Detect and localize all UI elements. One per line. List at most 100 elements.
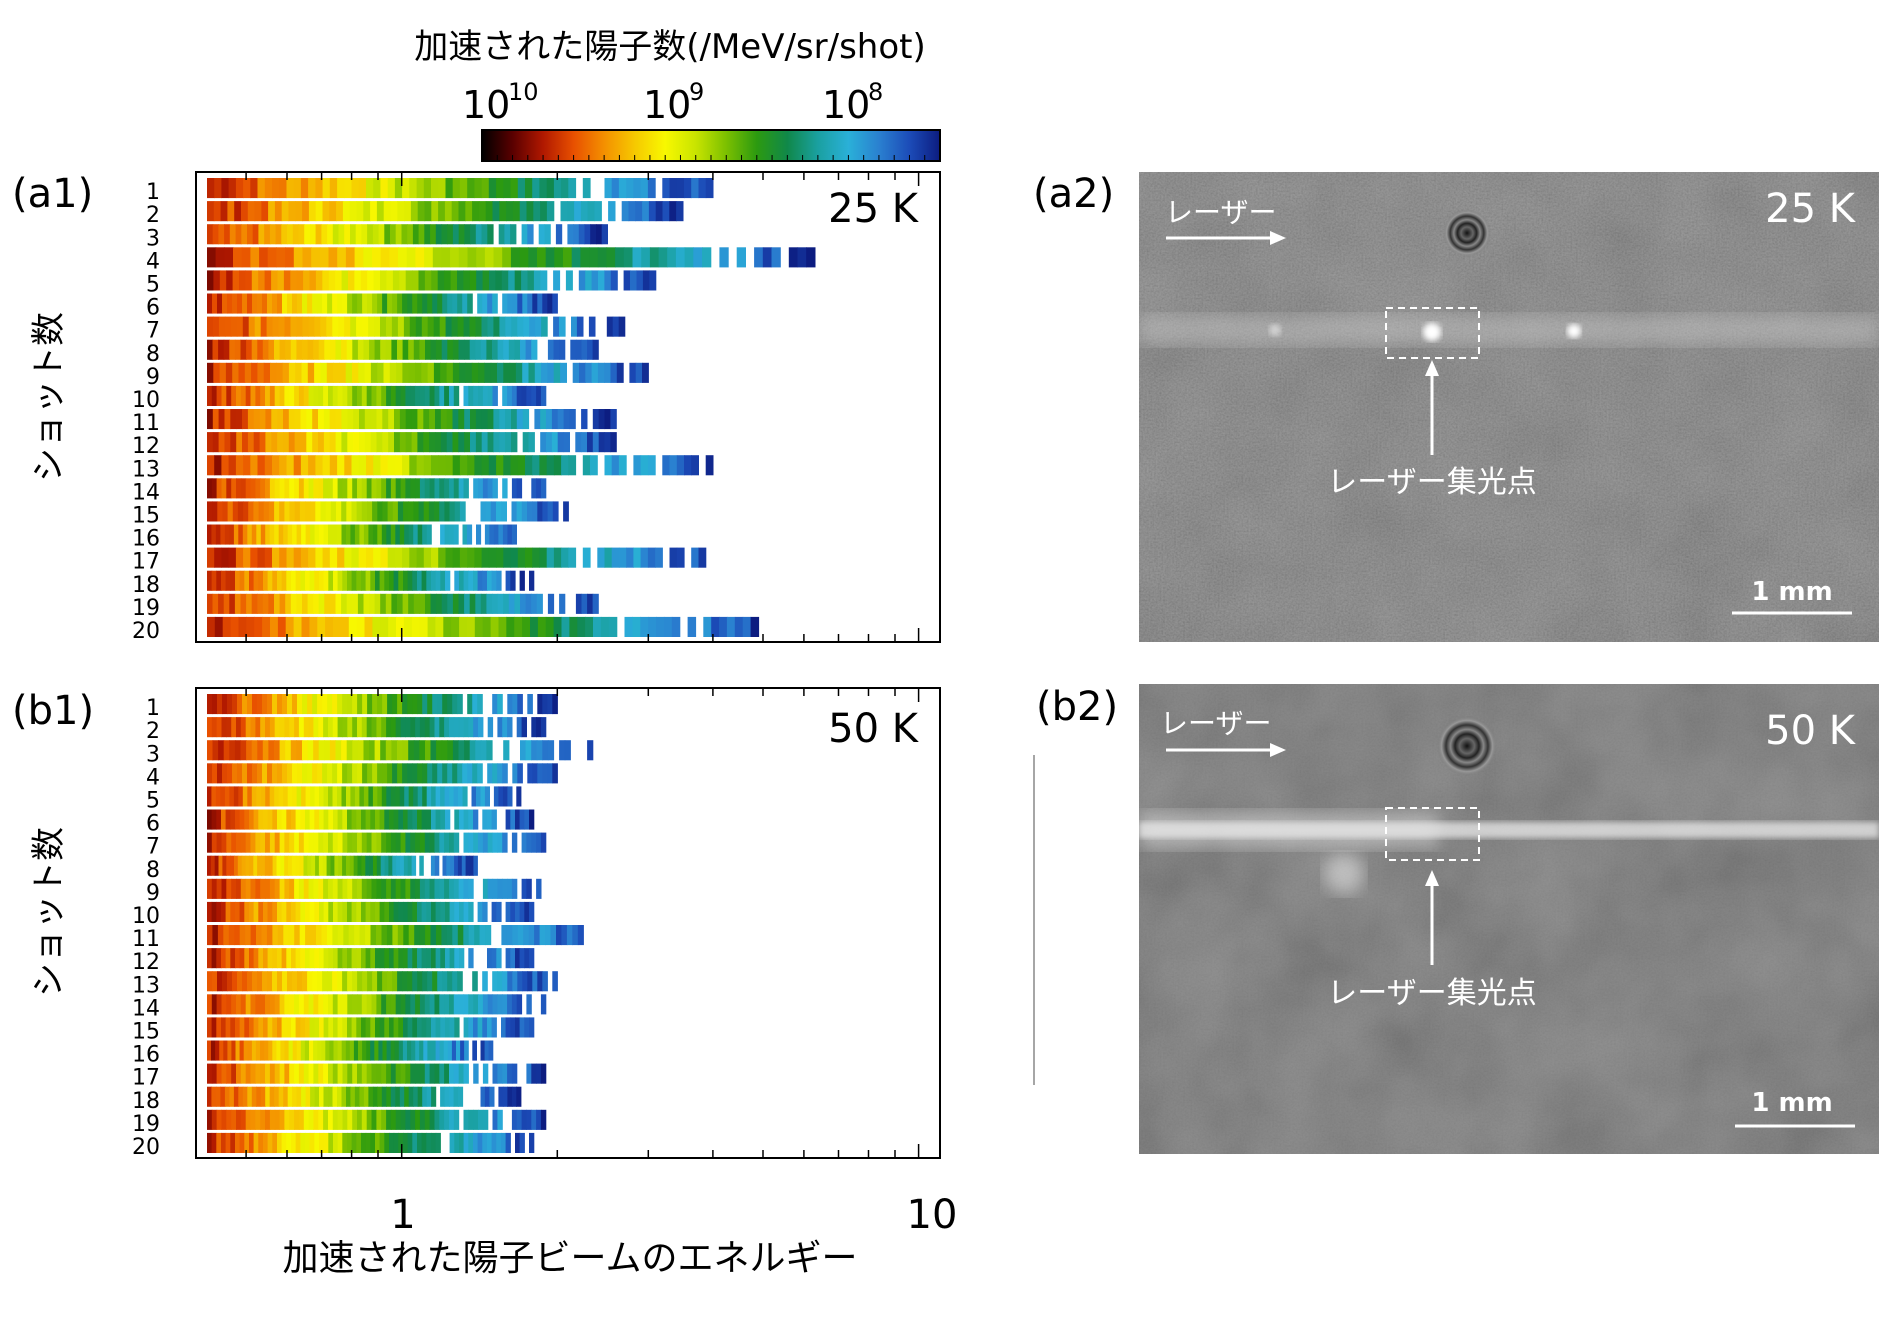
heatmap-cell — [288, 362, 296, 383]
heatmap-cell — [219, 362, 227, 383]
heatmap-cell — [525, 455, 533, 476]
heatmap-cell — [497, 593, 504, 614]
heatmap-cell — [457, 316, 465, 337]
heatmap-cell — [435, 409, 442, 430]
heatmap-cell — [307, 593, 314, 614]
heatmap-cell — [567, 201, 575, 222]
heatmap-cell — [347, 478, 353, 499]
heatmap-cell — [442, 855, 447, 876]
heatmap-cell — [402, 455, 410, 476]
heatmap-cell — [288, 409, 296, 430]
heatmap-cell — [437, 971, 443, 992]
heatmap-cell — [366, 1063, 373, 1084]
heatmap-cell — [244, 809, 250, 830]
heatmap-cell — [328, 948, 334, 969]
heatmap-cell — [545, 247, 555, 268]
heatmap-cell — [492, 385, 498, 406]
heatmap-cell — [435, 786, 441, 807]
heatmap-cell — [442, 971, 448, 992]
heatmap-cell — [403, 925, 410, 946]
heatmap-cell — [551, 409, 559, 430]
heatmap-cell — [415, 878, 421, 899]
heatmap-cell — [505, 570, 511, 591]
heatmap-cell — [389, 948, 395, 969]
heatmap-cell — [230, 855, 235, 876]
heatmap-cell — [344, 547, 353, 568]
heatmap-cell — [272, 316, 280, 337]
heatmap-cell — [371, 1063, 377, 1084]
heatmap-cell — [347, 809, 353, 830]
heatmap-cell — [442, 763, 448, 784]
heatmap-cell — [526, 1109, 532, 1130]
heatmap-cell — [517, 293, 523, 314]
heatmap-cell — [291, 570, 297, 591]
heatmap-cell — [444, 201, 453, 222]
heatmap-cell — [232, 362, 240, 383]
heatmap-cell — [235, 570, 241, 591]
heatmap-cell — [365, 901, 371, 922]
heatmap-cell — [405, 409, 413, 430]
heatmap-cell — [541, 362, 548, 383]
heatmap-cell — [303, 832, 310, 853]
heatmap-cell — [323, 385, 329, 406]
heatmap-cell — [395, 1063, 402, 1084]
heatmap-cell — [415, 478, 421, 499]
heatmap-cell — [221, 717, 227, 738]
heatmap-cell — [257, 547, 266, 568]
plot-frame-a1 — [195, 171, 941, 643]
heatmap-cell — [207, 855, 212, 876]
heatmap-cell — [350, 1086, 356, 1107]
heatmap-cell — [207, 270, 214, 291]
heatmap-cell — [323, 832, 329, 853]
heatmap-cell — [366, 1109, 373, 1130]
heatmap-cell — [337, 1063, 343, 1084]
heatmap-cell — [361, 501, 368, 522]
heatmap-cell — [392, 925, 399, 946]
heatmap-cell — [422, 694, 428, 715]
focus-arrow-head-a2 — [1425, 360, 1439, 376]
heatmap-cell — [357, 385, 363, 406]
heatmap-cell — [419, 1063, 426, 1084]
heatmap-cell — [676, 178, 685, 199]
heatmap-cell — [207, 1040, 212, 1061]
heatmap-cell — [402, 362, 410, 383]
heatmap-cell — [389, 809, 395, 830]
heatmap-cell — [287, 293, 293, 314]
heatmap-cell — [207, 224, 214, 245]
heatmap-cell — [259, 247, 269, 268]
heatmap-cell — [332, 385, 339, 406]
heatmap-cell — [337, 925, 344, 946]
heatmap-cell — [452, 362, 460, 383]
heatmap-cell — [411, 1040, 416, 1061]
heatmap-cell — [332, 878, 339, 899]
heatmap-cell — [211, 478, 218, 499]
heatmap-cell — [310, 1086, 316, 1107]
heatmap-cell — [221, 478, 227, 499]
heatmap-cell — [278, 316, 286, 337]
heatmap-cell — [553, 270, 561, 291]
heatmap-cell — [327, 971, 333, 992]
heatmap-cell — [272, 971, 278, 992]
heatmap-cell — [510, 948, 516, 969]
heatmap-cell — [211, 570, 217, 591]
heatmap-cell — [380, 593, 387, 614]
heatmap-row — [207, 740, 594, 761]
heatmap-cell — [459, 501, 466, 522]
heatmap-cell — [355, 224, 362, 245]
heatmap-cell — [458, 717, 465, 738]
heatmap-cell — [485, 925, 492, 946]
heatmap-cell — [684, 455, 692, 476]
heatmap-cell — [290, 740, 297, 761]
heatmap-cell — [523, 316, 530, 337]
heatmap-cell — [425, 740, 432, 761]
heatmap-cell — [236, 994, 242, 1015]
heatmap-cell — [250, 717, 256, 738]
heatmap-cell — [384, 855, 390, 876]
heatmap-cell — [337, 694, 343, 715]
heatmap-cell — [649, 247, 660, 268]
heatmap-cell — [356, 616, 366, 637]
heatmap-cell — [410, 878, 416, 899]
heatmap-cell — [521, 1109, 527, 1130]
heatmap-cell — [295, 1132, 301, 1153]
heatmap-cell — [236, 832, 242, 853]
